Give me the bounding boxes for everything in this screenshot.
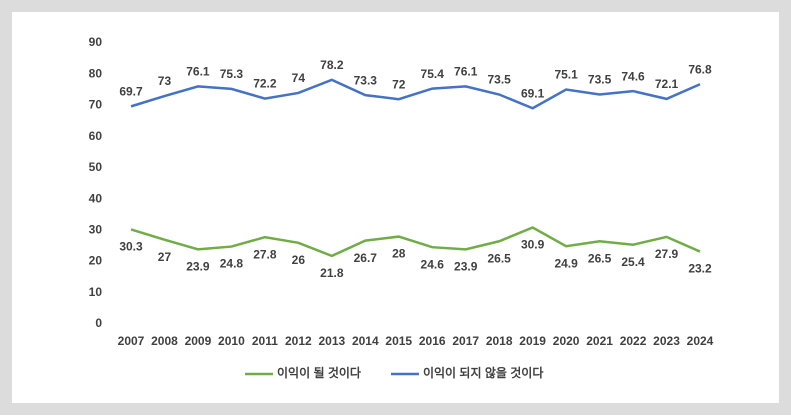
x-tick-label: 2007 — [118, 334, 145, 348]
data-label: 74.6 — [621, 69, 645, 83]
data-label: 27 — [158, 250, 172, 264]
data-label: 23.9 — [454, 260, 478, 274]
data-label: 24.6 — [421, 257, 445, 271]
x-tick-label: 2018 — [486, 334, 513, 348]
data-label: 73.5 — [487, 73, 511, 87]
x-tick-label: 2022 — [620, 334, 647, 348]
data-label: 75.4 — [421, 67, 445, 81]
data-label: 24.8 — [220, 257, 244, 271]
data-label: 27.8 — [253, 247, 277, 261]
data-label: 75.1 — [554, 68, 578, 82]
x-tick-label: 2020 — [553, 334, 580, 348]
data-label: 73.3 — [354, 73, 378, 87]
data-label: 26 — [292, 253, 306, 267]
data-label: 21.8 — [320, 266, 344, 280]
series-line — [130, 226, 701, 258]
data-label: 25.4 — [621, 255, 645, 269]
x-tick-label: 2023 — [653, 334, 680, 348]
x-tick-label: 2017 — [452, 334, 479, 348]
data-label: 76.8 — [688, 62, 712, 76]
y-tick-label: 40 — [89, 191, 103, 205]
panel — [12, 12, 779, 403]
data-label: 73 — [158, 74, 172, 88]
x-tick-label: 2016 — [419, 334, 446, 348]
data-label: 26.7 — [354, 251, 378, 265]
y-tick-label: 80 — [89, 66, 103, 80]
y-tick-label: 30 — [89, 223, 103, 237]
data-label: 26.5 — [588, 251, 612, 265]
data-label: 26.5 — [487, 251, 511, 265]
series-line — [130, 78, 701, 110]
data-label: 69.7 — [119, 85, 143, 99]
x-tick-label: 2015 — [385, 334, 412, 348]
y-tick-label: 60 — [89, 129, 103, 143]
data-label: 23.2 — [688, 262, 712, 276]
x-tick-label: 2013 — [318, 334, 345, 348]
data-label: 28 — [392, 247, 406, 261]
data-label: 27.9 — [655, 247, 679, 261]
x-tick-label: 2014 — [352, 334, 379, 348]
data-label: 24.9 — [554, 256, 578, 270]
data-label: 74 — [292, 71, 306, 85]
y-tick-label: 90 — [89, 35, 103, 49]
x-tick-label: 2010 — [218, 334, 245, 348]
data-label: 23.9 — [186, 260, 210, 274]
y-tick-label: 10 — [89, 285, 103, 299]
x-tick-label: 2021 — [586, 334, 613, 348]
data-label: 76.1 — [454, 65, 478, 79]
data-label: 30.9 — [521, 238, 545, 252]
legend-label: 이익이 되지 않을 것이다 — [423, 365, 543, 380]
data-label: 72.2 — [253, 77, 277, 91]
x-tick-label: 2012 — [285, 334, 312, 348]
x-tick-label: 2008 — [151, 334, 178, 348]
data-label: 78.2 — [320, 58, 344, 72]
data-label: 75.3 — [220, 67, 244, 81]
x-tick-label: 2019 — [519, 334, 546, 348]
data-label: 72 — [392, 77, 406, 91]
x-tick-label: 2009 — [185, 334, 212, 348]
y-tick-label: 50 — [89, 160, 103, 174]
data-label: 72.1 — [655, 77, 679, 91]
y-tick-label: 0 — [95, 316, 102, 330]
data-label: 30.3 — [119, 240, 143, 254]
data-label: 73.5 — [588, 73, 612, 87]
y-tick-label: 20 — [89, 254, 103, 268]
x-tick-label: 2011 — [252, 334, 278, 348]
data-label: 76.1 — [186, 65, 210, 79]
data-label: 69.1 — [521, 86, 545, 100]
legend-label: 이익이 될 것이다 — [277, 365, 361, 380]
x-tick-label: 2024 — [687, 334, 714, 348]
y-tick-label: 70 — [89, 98, 103, 112]
